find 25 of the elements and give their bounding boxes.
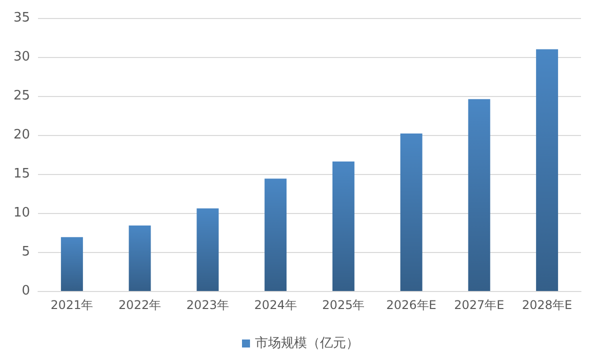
x-tick-label: 2028年E [522, 298, 572, 312]
bar [536, 49, 558, 291]
bar [264, 178, 287, 291]
x-tick-label: 2026年E [386, 298, 436, 312]
bar [196, 208, 219, 291]
y-tick-label: 30 [13, 50, 30, 64]
bar [128, 225, 151, 291]
bar [400, 133, 422, 291]
y-tick-label: 10 [13, 206, 30, 220]
y-tick-label: 20 [13, 128, 30, 142]
x-tick-label: 2024年 [254, 298, 297, 312]
y-tick-label: 35 [13, 10, 30, 26]
x-tick-label: 2022年 [118, 298, 162, 312]
bar [468, 99, 490, 291]
bar [60, 237, 83, 291]
y-tick-label: 0 [22, 284, 30, 298]
x-tick-label: 2021年 [50, 298, 94, 312]
y-tick-label: 5 [22, 244, 30, 260]
x-tick-label: 2025年 [322, 298, 365, 312]
legend-label: 市场规模（亿元） [255, 336, 359, 351]
y-tick-label: 25 [13, 88, 30, 104]
y-tick-label: 15 [13, 166, 30, 182]
x-tick-label: 2027年E [454, 298, 504, 312]
bar [332, 162, 354, 291]
x-tick-label: 2023年 [186, 298, 229, 312]
